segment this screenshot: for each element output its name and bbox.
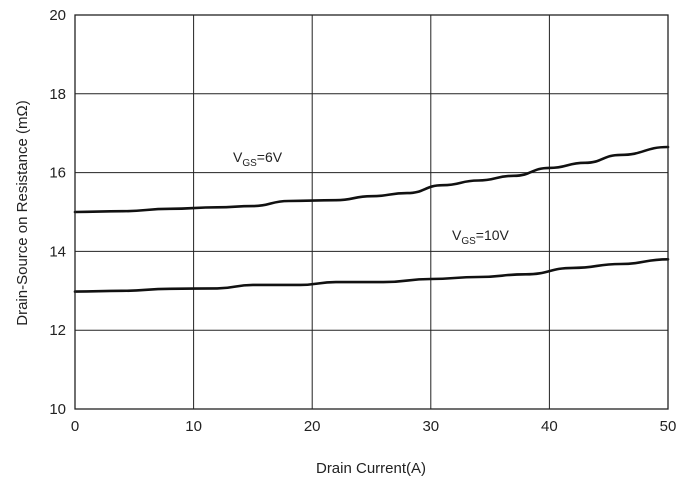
series-label-vgs-6v: VGS=6V xyxy=(233,149,283,169)
x-tick-label: 20 xyxy=(304,418,321,435)
y-tick-label: 20 xyxy=(49,7,66,24)
y-tick-label: 10 xyxy=(49,401,66,418)
x-tick-label: 10 xyxy=(185,418,202,435)
y-axis-title: Drain-Source on Resistance (mΩ) xyxy=(14,100,31,325)
x-tick-label: 0 xyxy=(71,418,79,435)
series-label-vgs-10v: VGS=10V xyxy=(452,227,510,247)
series-line-vgs-10v xyxy=(73,258,670,293)
x-axis-title: Drain Current(A) xyxy=(316,460,426,477)
y-tick-label: 14 xyxy=(49,243,66,260)
grid xyxy=(75,15,668,409)
x-tick-label: 40 xyxy=(541,418,558,435)
y-tick-label: 16 xyxy=(49,165,66,182)
x-tick-label: 30 xyxy=(422,418,439,435)
series-lines xyxy=(73,145,670,293)
y-tick-label: 12 xyxy=(49,322,66,339)
x-tick-label: 50 xyxy=(660,418,677,435)
tick-labels: 0 10 20 30 40 50 10 12 14 16 18 20 xyxy=(49,7,676,435)
y-tick-label: 18 xyxy=(49,86,66,103)
series-line-vgs-6v xyxy=(73,145,670,214)
plot-frame xyxy=(74,14,669,410)
